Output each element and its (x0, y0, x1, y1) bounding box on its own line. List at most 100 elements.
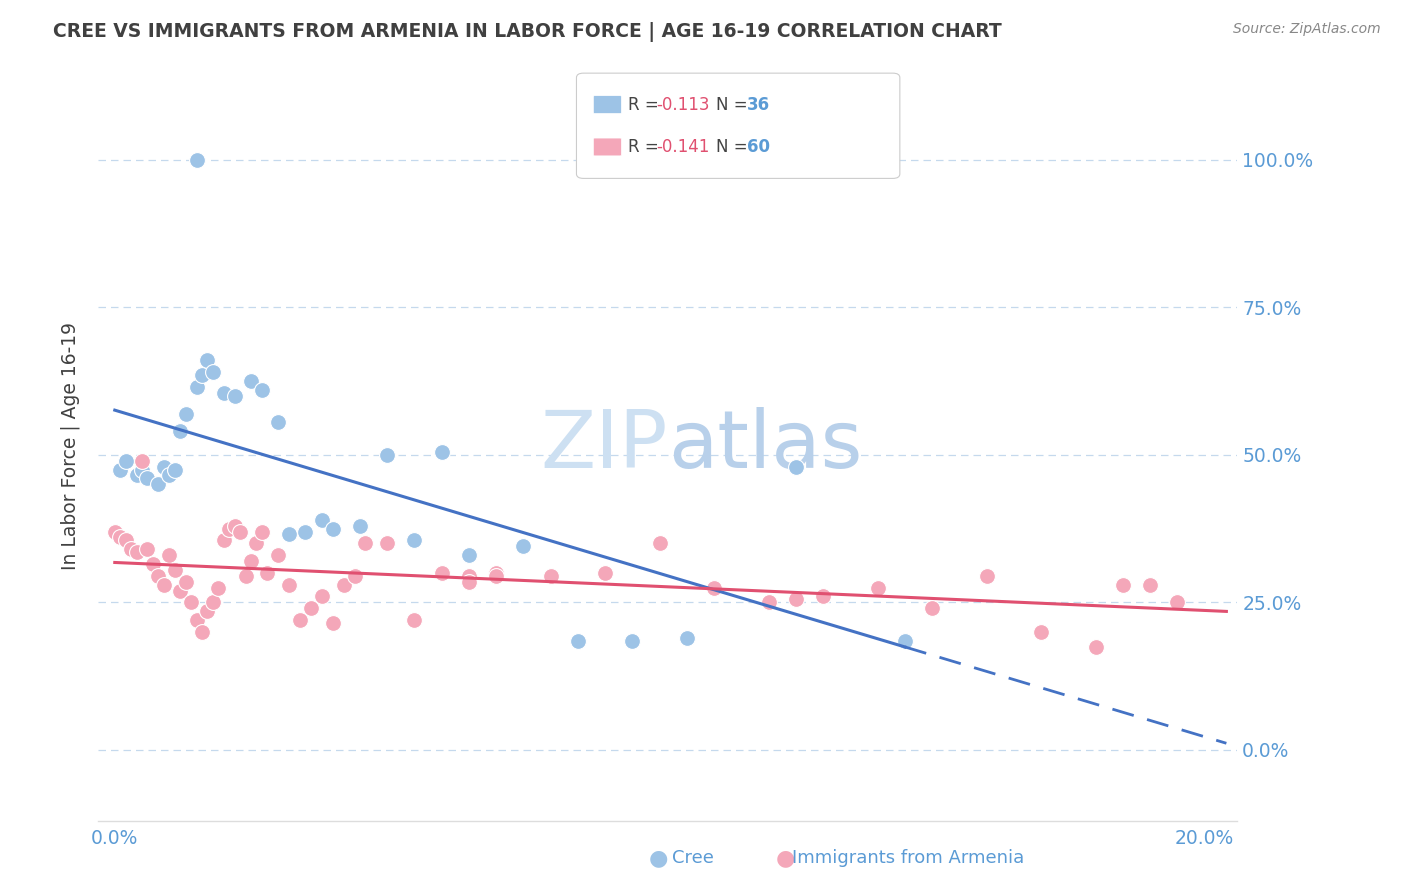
Cree (375, 448, 398, 462)
Immigrants from Armenia (485, 569, 508, 583)
Text: R =: R = (628, 138, 665, 156)
Text: R =: R = (628, 95, 665, 113)
Text: Immigrants from Armenia: Immigrants from Armenia (792, 849, 1024, 867)
Immigrants from Armenia (1166, 595, 1188, 609)
Cree (294, 524, 316, 539)
Immigrants from Armenia (485, 566, 508, 580)
Immigrants from Armenia (267, 548, 290, 562)
Immigrants from Armenia (114, 533, 136, 548)
Immigrants from Armenia (332, 577, 354, 591)
Immigrants from Armenia (758, 595, 780, 609)
Immigrants from Armenia (180, 595, 202, 609)
Text: 60: 60 (747, 138, 769, 156)
Immigrants from Armenia (1112, 577, 1135, 591)
Cree (148, 477, 170, 491)
Text: ●: ● (648, 848, 668, 868)
Immigrants from Armenia (354, 536, 377, 550)
Cree (212, 385, 235, 400)
Immigrants from Armenia (785, 592, 807, 607)
Text: N =: N = (716, 138, 752, 156)
Immigrants from Armenia (197, 604, 219, 618)
Cree (349, 518, 371, 533)
Immigrants from Armenia (131, 454, 153, 468)
Text: 36: 36 (747, 95, 769, 113)
Cree (186, 153, 208, 167)
Immigrants from Armenia (245, 536, 267, 550)
Immigrants from Armenia (157, 548, 180, 562)
Immigrants from Armenia (1139, 577, 1161, 591)
Text: Source: ZipAtlas.com: Source: ZipAtlas.com (1233, 22, 1381, 37)
Immigrants from Armenia (136, 542, 159, 557)
Text: 0.0%: 0.0% (91, 830, 138, 848)
Immigrants from Armenia (224, 518, 246, 533)
Immigrants from Armenia (288, 613, 311, 627)
Immigrants from Armenia (120, 542, 142, 557)
Immigrants from Armenia (430, 566, 453, 580)
Immigrants from Armenia (169, 583, 191, 598)
Immigrants from Armenia (191, 624, 214, 639)
Cree (153, 459, 176, 474)
Cree (894, 633, 917, 648)
Immigrants from Armenia (235, 569, 257, 583)
Immigrants from Armenia (811, 590, 834, 604)
Cree (430, 445, 453, 459)
Cree (163, 462, 186, 476)
Immigrants from Armenia (458, 574, 481, 589)
Cree (197, 353, 219, 368)
Immigrants from Armenia (174, 574, 197, 589)
Cree (621, 633, 644, 648)
Immigrants from Armenia (1084, 640, 1107, 654)
Immigrants from Armenia (540, 569, 562, 583)
Cree (676, 631, 699, 645)
Cree (110, 462, 132, 476)
Immigrants from Armenia (153, 577, 176, 591)
Immigrants from Armenia (148, 569, 170, 583)
Y-axis label: In Labor Force | Age 16-19: In Labor Force | Age 16-19 (60, 322, 80, 570)
Cree (174, 407, 197, 421)
Cree (267, 416, 290, 430)
Cree (458, 548, 481, 562)
Immigrants from Armenia (375, 536, 398, 550)
Immigrants from Armenia (104, 524, 127, 539)
Text: Cree: Cree (672, 849, 714, 867)
Immigrants from Armenia (593, 566, 616, 580)
Cree (186, 380, 208, 394)
Immigrants from Armenia (866, 581, 889, 595)
Immigrants from Armenia (212, 533, 235, 548)
Cree (785, 459, 807, 474)
Cree (191, 368, 214, 383)
Text: CREE VS IMMIGRANTS FROM ARMENIA IN LABOR FORCE | AGE 16-19 CORRELATION CHART: CREE VS IMMIGRANTS FROM ARMENIA IN LABOR… (53, 22, 1002, 42)
Immigrants from Armenia (125, 545, 148, 559)
Cree (311, 513, 333, 527)
Cree (250, 383, 273, 397)
Text: ZIP: ZIP (540, 407, 668, 485)
Immigrants from Armenia (201, 595, 224, 609)
Immigrants from Armenia (322, 615, 344, 630)
Immigrants from Armenia (218, 522, 240, 536)
Immigrants from Armenia (229, 524, 252, 539)
Immigrants from Armenia (343, 569, 366, 583)
Cree (136, 471, 159, 485)
Cree (131, 462, 153, 476)
Cree (512, 539, 534, 553)
Immigrants from Armenia (703, 581, 725, 595)
Cree (169, 424, 191, 438)
Immigrants from Armenia (278, 577, 301, 591)
Cree (278, 527, 301, 541)
Cree (404, 533, 426, 548)
Text: N =: N = (716, 95, 752, 113)
Text: atlas: atlas (668, 407, 862, 485)
Immigrants from Armenia (207, 581, 229, 595)
Cree (322, 522, 344, 536)
Text: -0.113: -0.113 (657, 95, 710, 113)
Immigrants from Armenia (163, 563, 186, 577)
Text: -0.141: -0.141 (657, 138, 710, 156)
Immigrants from Armenia (256, 566, 278, 580)
Cree (157, 468, 180, 483)
Immigrants from Armenia (311, 590, 333, 604)
Immigrants from Armenia (921, 601, 943, 615)
Immigrants from Armenia (142, 557, 165, 571)
Cree (201, 365, 224, 379)
Immigrants from Armenia (404, 613, 426, 627)
Immigrants from Armenia (648, 536, 671, 550)
